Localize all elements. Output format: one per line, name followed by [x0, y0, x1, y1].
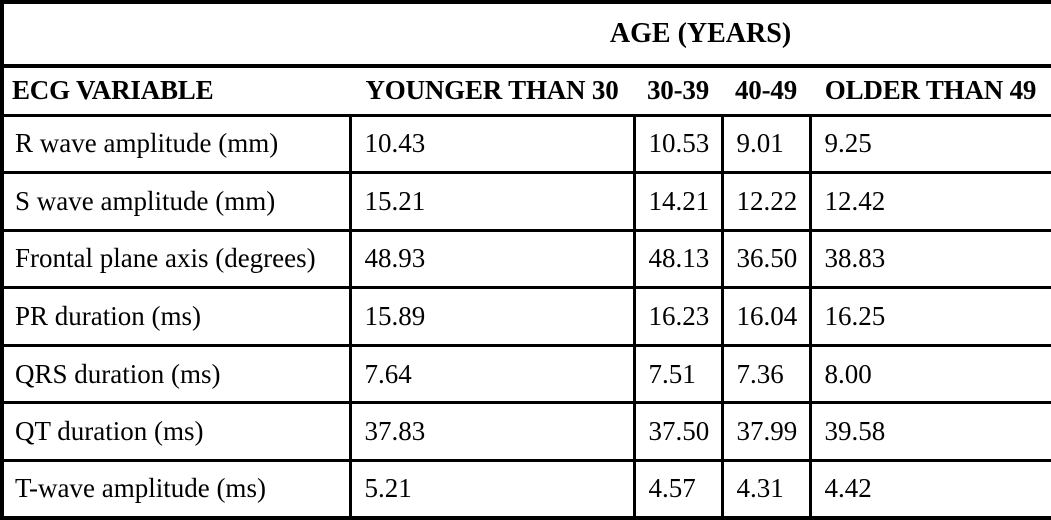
col-header-40-49: 40-49	[735, 75, 797, 106]
cell-value: 7.36	[720, 345, 810, 403]
cell-value: 9.01	[720, 115, 810, 173]
col-header-30-39: 30-39	[647, 75, 709, 106]
table-row-qt-duration: QT duration (ms) 37.83 37.50 37.99 39.58	[2, 402, 1051, 461]
cell-value: 37.99	[720, 402, 810, 461]
cell-value: 14.21	[632, 172, 722, 231]
row-label: QRS duration (ms)	[15, 358, 221, 389]
cell-value: 7.51	[632, 345, 722, 403]
cell-value: 4.57	[632, 460, 722, 518]
col-header-younger-than-30: YOUNGER THAN 30	[365, 75, 619, 106]
age-group-header-row: AGE (YEARS)	[2, 2, 1051, 66]
row-label: PR duration (ms)	[15, 300, 201, 331]
cell-value: 39.58	[808, 402, 1051, 461]
cell-value: 16.04	[720, 287, 810, 346]
cell-value: 36.50	[720, 230, 810, 288]
table-row-r-wave-amplitude: R wave amplitude (mm) 10.43 10.53 9.01 9…	[2, 115, 1051, 173]
table-row-frontal-plane-axis: Frontal plane axis (degrees) 48.93 48.13…	[2, 230, 1051, 288]
cell-value: 10.43	[348, 115, 634, 173]
cell-value: 12.42	[808, 172, 1051, 231]
cell-value: 15.89	[348, 287, 634, 346]
cell-value: 48.13	[632, 230, 722, 288]
age-years-group-header: AGE (YEARS)	[609, 18, 792, 49]
column-header-row: ECG VARIABLE YOUNGER THAN 30 30-39 40-49…	[2, 66, 1051, 115]
cell-value: 4.31	[720, 460, 810, 518]
cell-value: 12.22	[720, 172, 810, 231]
cell-value: 15.21	[348, 172, 634, 231]
row-label: S wave amplitude (mm)	[15, 185, 276, 216]
cell-value: 9.25	[808, 115, 1051, 173]
table-row-t-wave-amplitude: T-wave amplitude (ms) 5.21 4.57 4.31 4.4…	[2, 460, 1051, 518]
cell-value: 5.21	[348, 460, 634, 518]
col-header-older-than-49: OLDER THAN 49	[824, 75, 1037, 106]
cell-value: 37.50	[632, 402, 722, 461]
cell-value: 48.93	[348, 230, 634, 288]
cell-value: 16.23	[632, 287, 722, 346]
cell-value: 38.83	[808, 230, 1051, 288]
cell-value: 16.25	[808, 287, 1051, 346]
row-label: Frontal plane axis (degrees)	[15, 243, 316, 274]
cell-value: 37.83	[348, 402, 634, 461]
cell-value: 4.42	[808, 460, 1051, 518]
table-row-pr-duration: PR duration (ms) 15.89 16.23 16.04 16.25	[2, 287, 1051, 346]
row-label: R wave amplitude (mm)	[15, 128, 279, 159]
table-row-s-wave-amplitude: S wave amplitude (mm) 15.21 14.21 12.22 …	[2, 172, 1051, 231]
cell-value: 7.64	[348, 345, 634, 403]
cell-value: 8.00	[808, 345, 1051, 403]
row-label: QT duration (ms)	[15, 416, 204, 447]
table-row-qrs-duration: QRS duration (ms) 7.64 7.51 7.36 8.00	[2, 345, 1051, 403]
row-label: T-wave amplitude (ms)	[15, 473, 266, 504]
col-header-ecg-variable: ECG VARIABLE	[12, 75, 214, 106]
corner-empty-cell	[2, 2, 350, 66]
cell-value: 10.53	[632, 115, 722, 173]
